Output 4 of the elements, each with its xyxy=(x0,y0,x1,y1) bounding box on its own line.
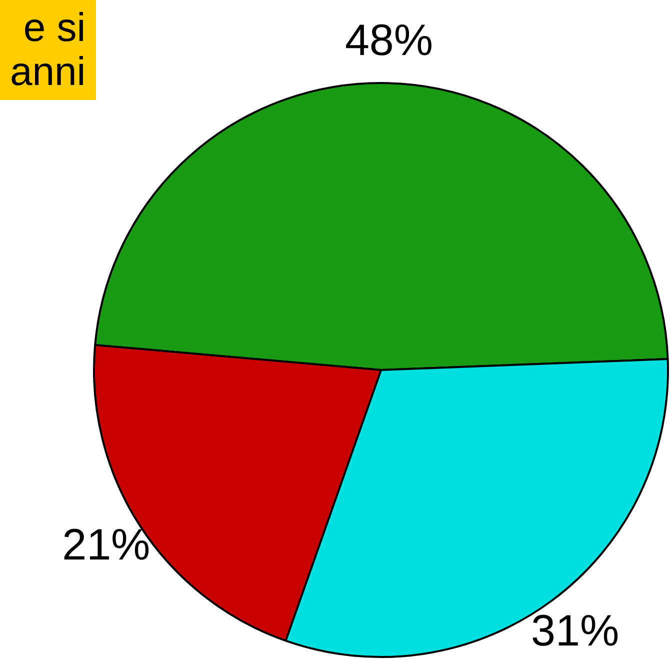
data-label: 31% xyxy=(531,606,620,656)
data-label: 21% xyxy=(62,520,150,570)
text: e si anni xyxy=(0,0,96,100)
data-label: 48% xyxy=(344,16,434,66)
